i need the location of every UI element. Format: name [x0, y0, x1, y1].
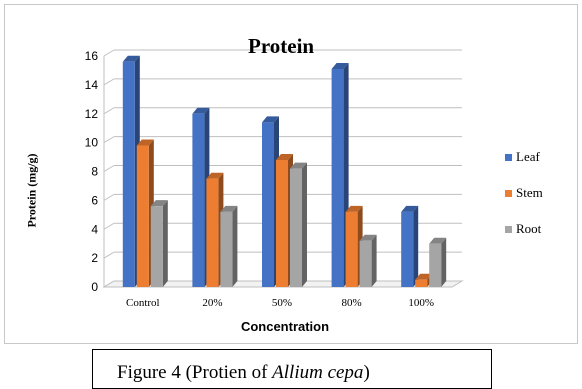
bar-top-stem-2: [276, 153, 293, 160]
bar-top-leaf-2: [262, 116, 279, 123]
gridline-depth-1: [103, 251, 115, 259]
legend-item-stem: Stem: [505, 184, 575, 202]
legend-label-root: Root: [516, 221, 542, 236]
bar-stem-1: [206, 178, 219, 287]
y-tick-label-1: 2: [91, 251, 98, 265]
bar-root-3: [359, 240, 372, 287]
y-axis-title-container: Protein (mg/g): [14, 120, 50, 260]
bar-top-root-1: [220, 205, 238, 212]
bar-stem-0: [136, 145, 149, 287]
bar-top-stem-4: [415, 273, 433, 280]
legend-swatch-leaf: [505, 153, 512, 161]
x-axis-title: Concentration: [240, 319, 330, 334]
bar-leaf-3: [331, 68, 344, 288]
legend-swatch-root: [505, 225, 512, 233]
gridline-depth-6: [103, 107, 115, 115]
gridline-depth-4: [103, 165, 115, 172]
gridline-depth-3: [103, 193, 115, 201]
bar-leaf-2: [262, 122, 274, 287]
bar-top-leaf-4: [401, 205, 419, 212]
legend-item-root: Root: [505, 220, 575, 238]
bar-leaf-4: [401, 211, 414, 287]
bar-top-leaf-3: [331, 62, 349, 69]
bar-leaf-1: [192, 113, 205, 287]
x-tick-label-2: 50%: [272, 297, 292, 309]
legend-swatch-stem: [505, 189, 512, 197]
caption-species: Allium cepa: [272, 362, 364, 383]
bar-top-stem-1: [206, 172, 224, 179]
x-tick-label-0: Control: [126, 297, 160, 309]
bar-top-leaf-1: [192, 107, 210, 114]
bar-top-stem-3: [345, 205, 363, 212]
bar-side-root-1: [232, 205, 238, 287]
chart-title: Protein: [248, 34, 315, 58]
y-tick-label-5: 10: [85, 136, 99, 150]
gridline-depth-2: [103, 222, 115, 230]
caption-suffix: ): [363, 362, 370, 383]
y-tick-label-4: 8: [91, 165, 98, 179]
bar-side-root-0: [162, 200, 168, 287]
bar-root-2: [290, 168, 302, 287]
figure-caption: Figure 4 (Protien of Allium cepa): [117, 362, 370, 384]
bar-root-4: [429, 243, 442, 287]
gridline-depth-7: [103, 78, 115, 86]
bar-side-root-4: [441, 237, 447, 287]
caption-prefix: Figure 4 (Protien of: [117, 362, 273, 383]
y-tick-label-0: 0: [91, 280, 98, 294]
bar-top-root-4: [429, 237, 447, 244]
bar-top-root-0: [150, 200, 168, 207]
bar-root-1: [220, 211, 233, 287]
x-tick-label-4: 100%: [408, 297, 434, 309]
legend: Leaf Stem Root: [505, 148, 575, 256]
bar-stem-3: [345, 211, 358, 287]
y-axis-title: Protein (mg/g): [24, 152, 39, 228]
legend-label-stem: Stem: [516, 185, 543, 200]
y-tick-label-6: 12: [85, 107, 99, 121]
gridline-depth-8: [103, 49, 115, 57]
protein-bar-chart: 0 2 4 6 8 10 12 14 16 Control 20% 50% 80% 100%: [85, 49, 464, 309]
x-tick-label-3: 80%: [342, 297, 362, 309]
bar-top-root-3: [359, 234, 377, 241]
y-tick-label-8: 16: [85, 49, 99, 63]
gridline-depth-5: [103, 136, 115, 144]
bar-top-leaf-0: [122, 55, 140, 62]
y-tick-label-2: 4: [91, 222, 98, 236]
figure-caption-box: Figure 4 (Protien of Allium cepa): [92, 349, 492, 389]
bar-stem-4: [415, 279, 428, 287]
y-tick-label-3: 6: [91, 193, 98, 207]
x-tick-label-1: 20%: [202, 297, 222, 309]
bar-side-leaf-4: [413, 205, 419, 287]
bar-side-root-3: [371, 234, 377, 287]
y-tick-label-7: 14: [85, 78, 99, 92]
legend-item-leaf: Leaf: [505, 148, 575, 166]
bar-stem-2: [276, 159, 288, 287]
bar-leaf-0: [122, 61, 135, 288]
bar-side-root-2: [302, 162, 307, 287]
bar-top-stem-0: [136, 139, 154, 146]
bar-root-0: [150, 206, 163, 287]
legend-label-leaf: Leaf: [516, 149, 540, 164]
bar-top-root-2: [290, 162, 307, 169]
